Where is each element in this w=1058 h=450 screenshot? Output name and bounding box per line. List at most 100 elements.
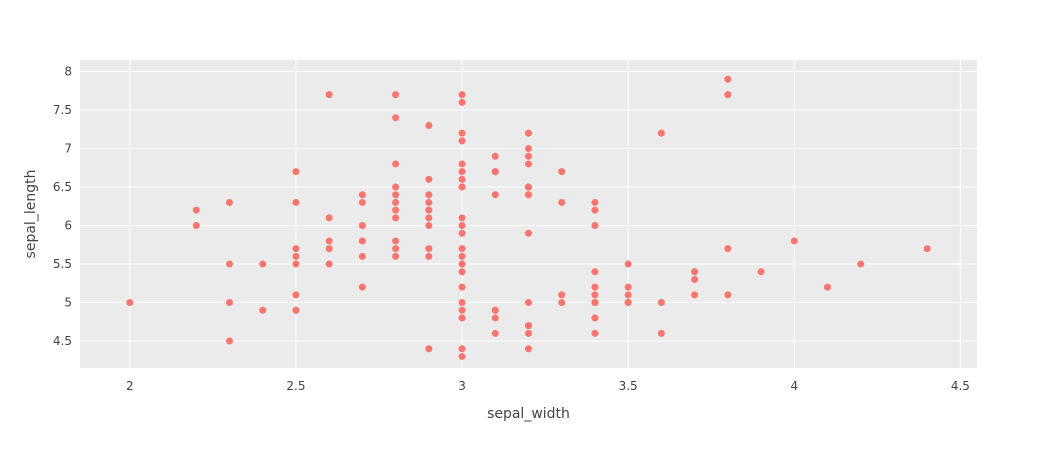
data-point <box>458 299 466 307</box>
data-point <box>558 198 566 206</box>
x-tick-label: 3 <box>458 379 466 393</box>
data-point <box>558 299 566 307</box>
data-point <box>425 245 433 253</box>
data-point <box>591 299 599 307</box>
data-point <box>325 91 333 99</box>
data-point <box>292 245 300 253</box>
data-point <box>458 229 466 237</box>
data-point <box>591 268 599 276</box>
data-point <box>392 252 400 260</box>
data-point <box>292 198 300 206</box>
data-point <box>292 260 300 268</box>
data-point <box>358 252 366 260</box>
data-point <box>591 198 599 206</box>
data-point <box>358 191 366 199</box>
x-tick-label: 3.5 <box>619 379 638 393</box>
data-point <box>259 260 267 268</box>
data-point <box>358 237 366 245</box>
y-tick-label: 6.5 <box>53 180 72 194</box>
data-point <box>558 168 566 176</box>
y-tick-label: 7.5 <box>53 103 72 117</box>
x-tick-label: 4.5 <box>951 379 970 393</box>
data-point <box>458 268 466 276</box>
data-point <box>491 168 499 176</box>
data-point <box>657 329 665 337</box>
data-point <box>226 299 233 307</box>
data-point <box>458 245 466 253</box>
data-point <box>525 152 532 160</box>
data-point <box>757 268 765 276</box>
x-axis-title: sepal_width <box>487 406 570 422</box>
data-point <box>491 191 499 199</box>
data-point <box>491 152 499 160</box>
data-point <box>292 168 300 176</box>
data-point <box>591 291 599 299</box>
data-point <box>458 260 466 268</box>
data-point <box>392 214 400 222</box>
data-point <box>458 214 466 222</box>
data-point <box>458 252 466 260</box>
data-point <box>525 229 532 237</box>
y-axis-title: sepal_length <box>23 170 39 259</box>
data-point <box>458 283 466 291</box>
grid-lines <box>80 60 977 368</box>
data-point <box>392 198 400 206</box>
data-point <box>691 268 699 276</box>
data-point <box>724 291 732 299</box>
y-tick-label: 5.5 <box>53 257 72 271</box>
y-tick-labels: 4.5 5 5.5 6 6.5 7 7.5 8 <box>53 65 72 348</box>
data-point <box>724 245 732 253</box>
data-point <box>226 337 233 345</box>
data-point <box>392 206 400 214</box>
data-point <box>657 299 665 307</box>
data-point <box>358 222 366 230</box>
data-point <box>425 222 433 230</box>
data-point <box>923 245 931 253</box>
data-point <box>790 237 798 245</box>
data-point <box>425 198 433 206</box>
data-point <box>425 214 433 222</box>
data-point <box>392 160 400 168</box>
data-point <box>525 183 532 191</box>
data-point <box>591 283 599 291</box>
data-point <box>691 275 699 283</box>
data-point <box>525 299 532 307</box>
data-point <box>292 252 300 260</box>
data-points <box>126 75 931 360</box>
data-point <box>425 175 433 183</box>
data-point <box>325 214 333 222</box>
data-point <box>392 237 400 245</box>
data-point <box>458 352 466 360</box>
data-point <box>425 345 433 353</box>
data-point <box>525 345 532 353</box>
data-point <box>325 237 333 245</box>
data-point <box>458 314 466 322</box>
data-point <box>392 91 400 99</box>
data-point <box>724 75 732 83</box>
x-tick-label: 4 <box>790 379 798 393</box>
data-point <box>358 283 366 291</box>
data-point <box>624 260 632 268</box>
data-point <box>591 314 599 322</box>
data-point <box>525 329 532 337</box>
data-point <box>824 283 831 291</box>
x-tick-label: 2.5 <box>286 379 305 393</box>
data-point <box>425 252 433 260</box>
data-point <box>259 306 267 314</box>
data-point <box>624 299 632 307</box>
data-point <box>325 260 333 268</box>
data-point <box>292 306 300 314</box>
data-point <box>591 222 599 230</box>
data-point <box>491 329 499 337</box>
data-point <box>392 191 400 199</box>
data-point <box>458 129 466 137</box>
data-point <box>525 129 532 137</box>
data-point <box>458 306 466 314</box>
data-point <box>491 314 499 322</box>
data-point <box>558 291 566 299</box>
data-point <box>425 206 433 214</box>
data-point <box>458 98 466 106</box>
data-point <box>525 191 532 199</box>
data-point <box>458 168 466 176</box>
